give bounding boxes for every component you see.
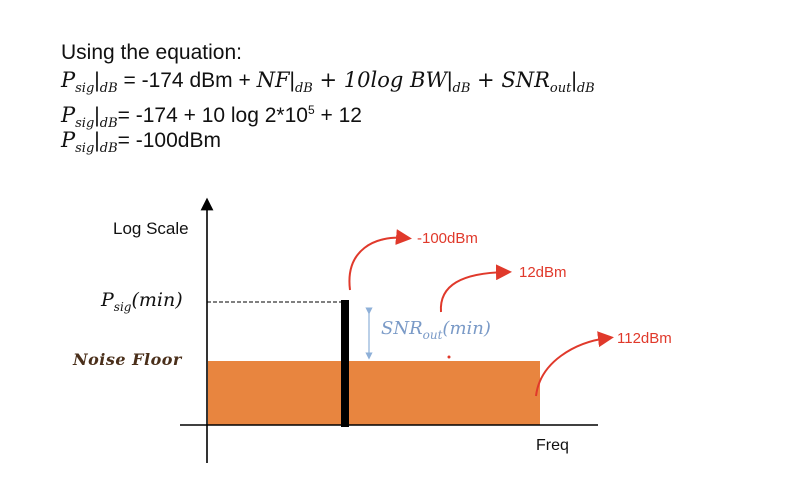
snr-symbol: SNR [501,68,550,92]
equation-line-2: Psig|dB= -174 + 10 log 2*105 + 12 [61,103,362,131]
noise-floor-annotation: 112dBm [617,330,672,347]
psig-min-label: Psig(min) [101,289,183,314]
y-axis-label: Log Scale [113,219,189,238]
log-bw-term: log BW [370,68,448,92]
snr-annotation-arrow [439,264,512,313]
equation-line-1: Psig|dB = -174 dBm + NF|dB + 10log BW|dB… [61,68,595,96]
noise-annotation-arrow [535,331,614,397]
snr-annotation: 12dBm [519,264,567,281]
noise-floor-band [208,361,540,425]
equation-intro: Using the equation: [61,41,242,64]
nf-symbol: NF [256,68,290,92]
signal-level-annotation: -100dBm [417,230,478,247]
snr-dot [447,355,451,359]
psig-symbol: P [61,68,76,92]
signal-bar [341,300,349,427]
snr-out-min-label: SNRout(min) [381,318,491,342]
noise-floor-label: Noise Floor [73,350,182,369]
equation-line-3: Psig|dB= -100dBm [61,128,221,156]
x-axis-label: Freq [536,437,569,454]
signal-annotation-arrow [348,229,412,291]
